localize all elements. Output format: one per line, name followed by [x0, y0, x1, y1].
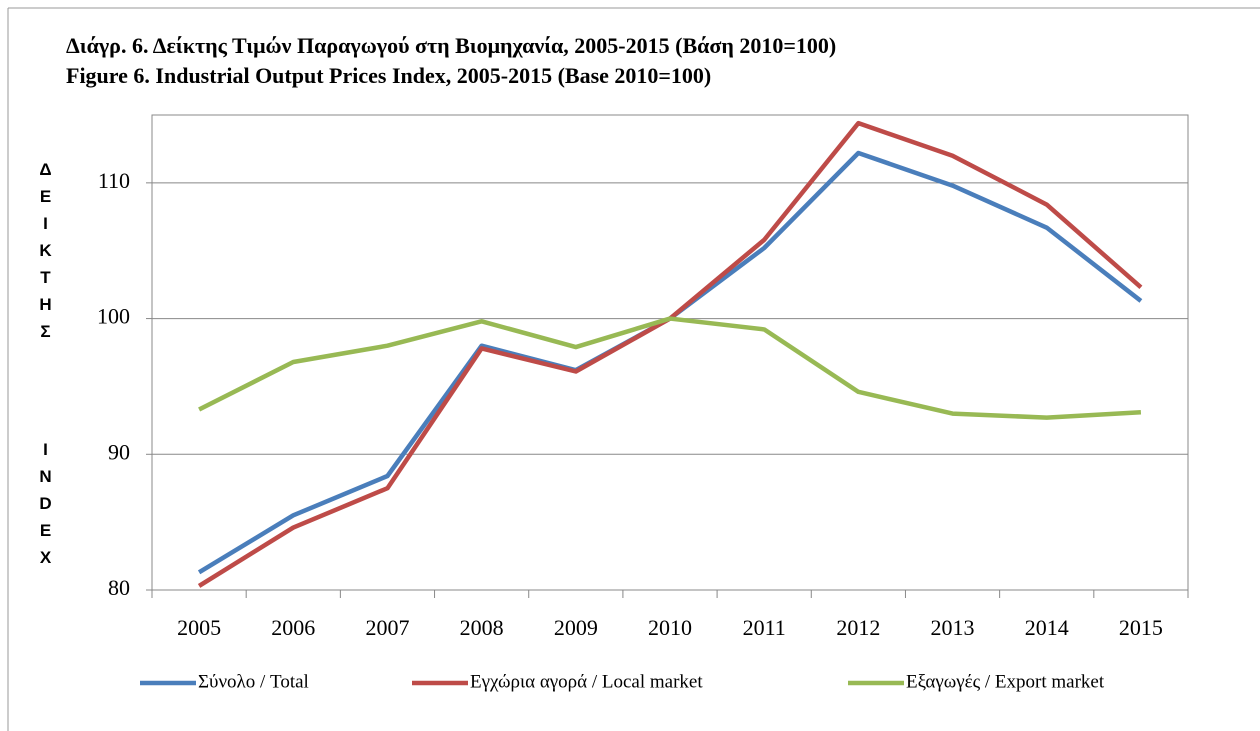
plot-area: [151, 114, 1189, 591]
x-tick-label: 2010: [648, 615, 692, 640]
chart-title: Διάγρ. 6. Δείκτης Τιμών Παραγωγού στη Βι…: [66, 33, 836, 58]
y-tick-label: 80: [108, 575, 130, 600]
x-tick-label: 2014: [1025, 615, 1069, 640]
line-series: [198, 316, 1142, 420]
y-tick-label: 110: [98, 168, 130, 193]
x-tick-label: 2013: [931, 615, 975, 640]
x-tick-label: 2006: [271, 615, 315, 640]
legend-label: Εξαγωγές / Export market: [906, 671, 1105, 692]
x-tick-label: 2015: [1119, 615, 1163, 640]
y-tick-label: 90: [108, 439, 130, 464]
y-axis-label: ΔΕΙΚΤΗΣ: [36, 160, 55, 349]
x-tick-label: 2005: [177, 615, 221, 640]
x-tick-label: 2009: [554, 615, 598, 640]
x-tick-label: 2011: [743, 615, 786, 640]
x-tick-label: 2008: [460, 615, 504, 640]
y-axis-label: INDEX: [36, 440, 55, 575]
legend-label: Σύνολο / Total: [198, 671, 309, 692]
x-tick-label: 2007: [365, 615, 409, 640]
legend-label: Εγχώρια αγορά / Local market: [470, 671, 703, 692]
x-tick-label: 2012: [836, 615, 880, 640]
y-tick-label: 100: [97, 304, 130, 329]
chart-subtitle: Figure 6. Industrial Output Prices Index…: [66, 63, 711, 88]
